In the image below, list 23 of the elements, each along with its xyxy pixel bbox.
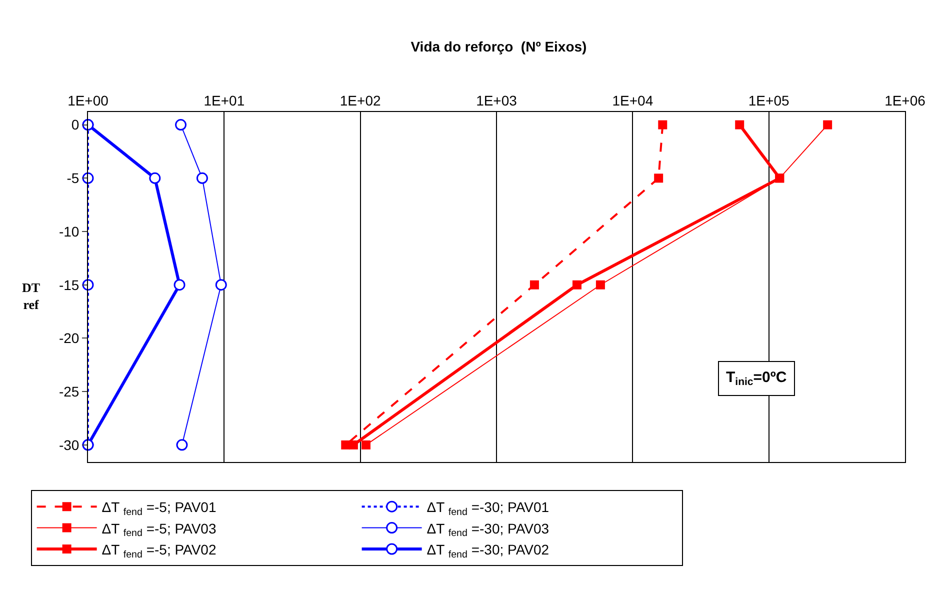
x-tick-label: 1E+06 [884, 92, 926, 108]
y-tick-label: -20 [58, 330, 80, 346]
legend-label: ΔT $_{fend}$ =-30; PAV01 [426, 499, 550, 518]
legend-label: ΔT $_{fend}$ =-30; PAV02 [426, 541, 550, 560]
legend-label: ΔT $_{fend}$ =-5; PAV02 [102, 541, 216, 560]
y-tick-label: -5 [66, 170, 80, 186]
y-tick-label: -30 [58, 436, 80, 453]
annotation: T$_{inic}$=0ºC [726, 369, 787, 388]
y-axis-title: DT ref [22, 280, 40, 312]
x-tick-label: 1E+03 [476, 92, 518, 108]
chart-title: Vida do reforço (Nº Eixos) [410, 38, 587, 54]
y-tick-label: -25 [58, 383, 80, 400]
x-tick-label: 1E+00 [68, 92, 109, 108]
x-tick-label: 1E+02 [340, 92, 381, 108]
legend-label: ΔT $_{fend}$ =-5; PAV01 [102, 499, 216, 518]
x-tick-label: 1E+01 [204, 92, 245, 108]
y-tick-label: 0 [71, 116, 80, 133]
y-tick-label: -15 [58, 276, 80, 293]
y-tick-label: -10 [58, 223, 80, 240]
x-tick-label: 1E+05 [748, 92, 790, 108]
x-tick-label: 1E+04 [612, 92, 654, 108]
legend-label: ΔT $_{fend}$ =-30; PAV03 [426, 520, 550, 540]
legend-label: ΔT $_{fend}$ =-5; PAV03 [102, 520, 216, 540]
